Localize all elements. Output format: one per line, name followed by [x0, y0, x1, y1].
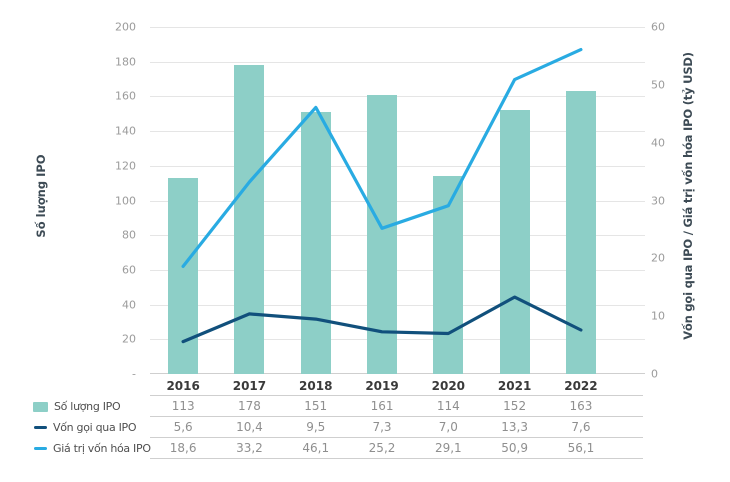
table-year-cell: 2021: [497, 379, 532, 393]
plot-area: [150, 27, 645, 374]
left-axis-tick-label: 100: [115, 194, 136, 207]
right-axis-tick-label: 60: [651, 20, 665, 34]
left-axis-tick-label: 120: [115, 159, 136, 173]
right-axis-tick-label: 0: [651, 367, 658, 381]
table-value-cell: 7,0: [438, 420, 458, 434]
bar-2022: [565, 91, 596, 374]
left-axis-tick-label: 20: [122, 332, 136, 346]
table-year-cell: 2018: [299, 379, 333, 393]
table-value-cell: 33,2: [236, 441, 263, 455]
legend-line-swatch-icon: [34, 426, 47, 429]
left-axis-tick-label: 40: [122, 298, 136, 312]
right-axis-tick-label: 10: [651, 309, 665, 323]
gridline: [150, 131, 645, 133]
gridline: [150, 96, 645, 98]
table-series-row: Giá trị vốn hóa IPO 18,6 33,2 46,1 25,2 29,1 5…: [33, 438, 643, 459]
left-axis-tick-label: 200: [115, 20, 136, 34]
table-value-cell: 152: [503, 399, 527, 413]
table-value-cell: 56,1: [567, 441, 595, 455]
legend-label: Vốn gọi qua IPO: [53, 421, 137, 434]
gridline: [150, 165, 645, 167]
left-axis-tick-label: 160: [115, 89, 136, 103]
table-value-strip: 5,6 10,4 9,5 7,3 7,0 13,3 7,6: [150, 417, 643, 438]
legend-line-swatch-icon: [34, 447, 47, 450]
table-year-cell: 2020: [431, 379, 466, 393]
table-year-cell: 2022: [564, 379, 598, 393]
left-axis-tick-label: -: [132, 367, 136, 381]
right-axis-tick-labels: 60 50 40 30 20 10 0: [651, 21, 685, 381]
table-header-legend-spacer: [33, 377, 150, 396]
data-table-legend: 2016 2017 2018 2019 2020 2021 2022 Số lượng IPO…: [33, 377, 643, 459]
table-value-cell: 5,6: [173, 420, 193, 434]
bar-2019: [367, 94, 398, 374]
table-value-cell: 9,5: [306, 420, 326, 434]
legend-item: Giá trị vốn hóa IPO: [33, 438, 151, 459]
table-series-row: Số lượng IPO 113 178 151 161 114 152 163: [33, 396, 643, 417]
left-axis-tick-label: 60: [122, 263, 136, 277]
gridline: [150, 200, 645, 202]
right-axis-tick-label: 30: [651, 194, 665, 207]
table-year-cell: 2016: [166, 379, 200, 393]
table-value-cell: 50,9: [501, 441, 528, 455]
line-series-1: [181, 295, 583, 344]
left-axis-tick-label: 140: [115, 124, 136, 138]
right-axis-tick-label: 50: [651, 78, 665, 92]
table-value-cell: 46,1: [302, 441, 330, 455]
table-value-cell: 7,3: [372, 420, 392, 434]
gridline: [150, 235, 645, 237]
table-value-cell: 114: [436, 399, 460, 413]
table-value-cell: 10,4: [236, 420, 263, 434]
table-value-cell: 151: [304, 399, 328, 413]
line-series-svg: [181, 48, 583, 344]
table-value-cell: 163: [569, 399, 593, 413]
gridline: [150, 61, 645, 63]
legend-label: Giá trị vốn hóa IPO: [53, 442, 151, 455]
table-value-cell: 113: [171, 399, 195, 413]
gridline: [150, 27, 645, 28]
line-series-2: [181, 48, 583, 268]
right-axis-tick-label: 20: [651, 251, 665, 265]
table-value-strip: 18,6 33,2 46,1 25,2 29,1 50,9 56,1: [150, 438, 643, 459]
table-value-cell: 7,6: [571, 420, 591, 434]
right-axis-tick-label: 40: [651, 136, 665, 150]
table-year-cell: 2019: [365, 379, 399, 393]
table-header-row: 2016 2017 2018 2019 2020 2021 2022: [33, 377, 643, 396]
legend-label: Số lượng IPO: [54, 400, 121, 413]
table-value-cell: 13,3: [501, 420, 528, 434]
table-value-cell: 29,1: [434, 441, 462, 455]
gridline: [150, 269, 645, 271]
left-axis-tick-label: 80: [122, 228, 136, 242]
bar-2021: [499, 110, 530, 374]
table-value-cell: 178: [237, 399, 261, 413]
table-header-strip: 2016 2017 2018 2019 2020 2021 2022: [150, 377, 643, 396]
bar-2018: [300, 112, 331, 374]
left-axis-tick-label: 180: [115, 55, 136, 69]
gridline: [150, 304, 645, 306]
legend-item: Số lượng IPO: [33, 396, 150, 417]
left-axis-title: Số lượng IPO: [34, 154, 48, 238]
bar-2017: [234, 65, 265, 374]
table-value-cell: 25,2: [368, 441, 396, 455]
table-value-strip: 113 178 151 161 114 152 163: [150, 396, 643, 417]
gridline: [150, 339, 645, 341]
legend-bar-swatch-icon: [33, 401, 48, 412]
left-axis-tick-labels: 200 180 160 140 120 100 80 60 40 20 -: [92, 21, 136, 381]
gridline: [150, 373, 645, 374]
legend-item: Vốn gọi qua IPO: [33, 417, 150, 438]
table-value-cell: 18,6: [169, 441, 197, 455]
table-value-cell: 161: [370, 399, 394, 413]
table-year-cell: 2017: [232, 379, 267, 393]
table-series-row: Vốn gọi qua IPO 5,6 10,4 9,5 7,3 7,0 13,3 7,6: [33, 417, 643, 438]
